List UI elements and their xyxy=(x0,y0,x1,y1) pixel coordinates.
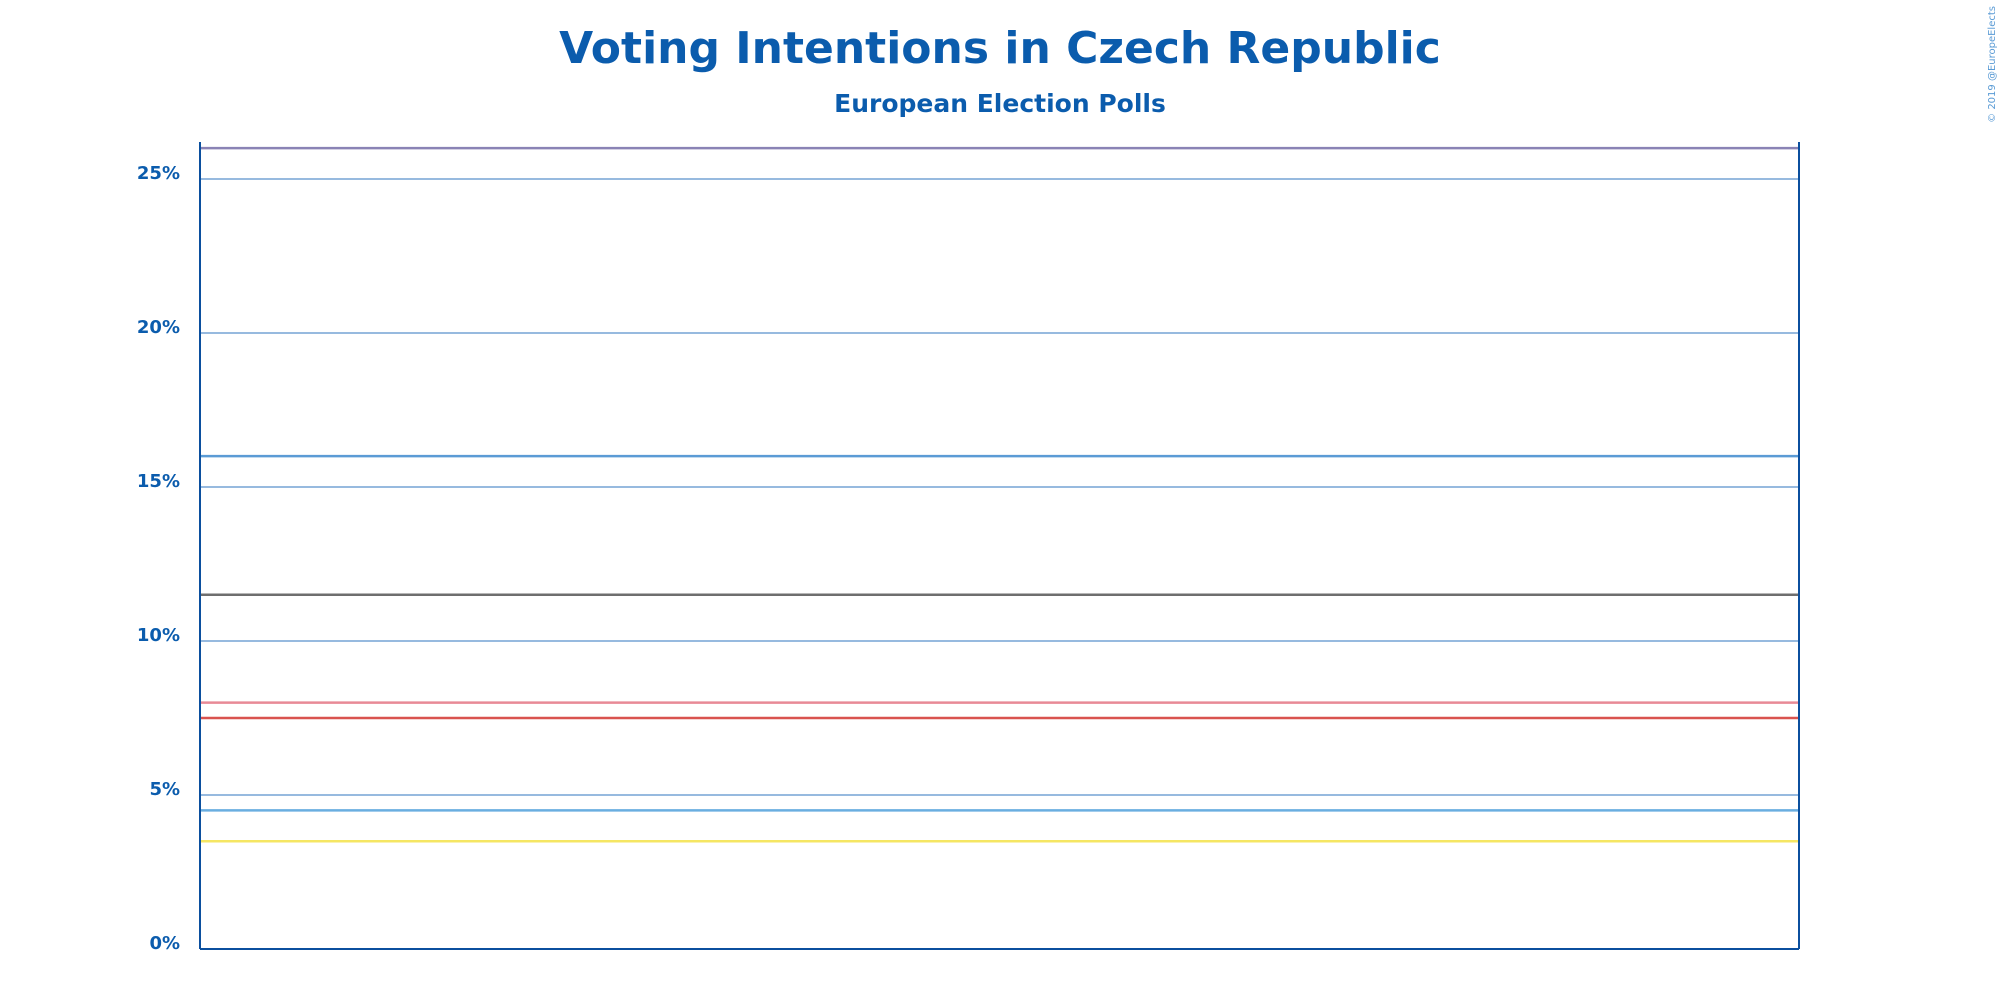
chart-title: Voting Intentions in Czech Republic xyxy=(559,23,1441,74)
y-tick-label: 20% xyxy=(137,317,180,338)
y-tick-label: 10% xyxy=(137,625,180,646)
credit: © 2019 @EuropeElects xyxy=(1987,6,1998,123)
chart-subtitle: European Election Polls xyxy=(834,89,1166,118)
y-tick-label: 5% xyxy=(149,779,180,800)
y-tick-label: 25% xyxy=(137,163,180,184)
y-tick-label: 0% xyxy=(149,933,180,954)
y-tick-label: 15% xyxy=(137,471,180,492)
